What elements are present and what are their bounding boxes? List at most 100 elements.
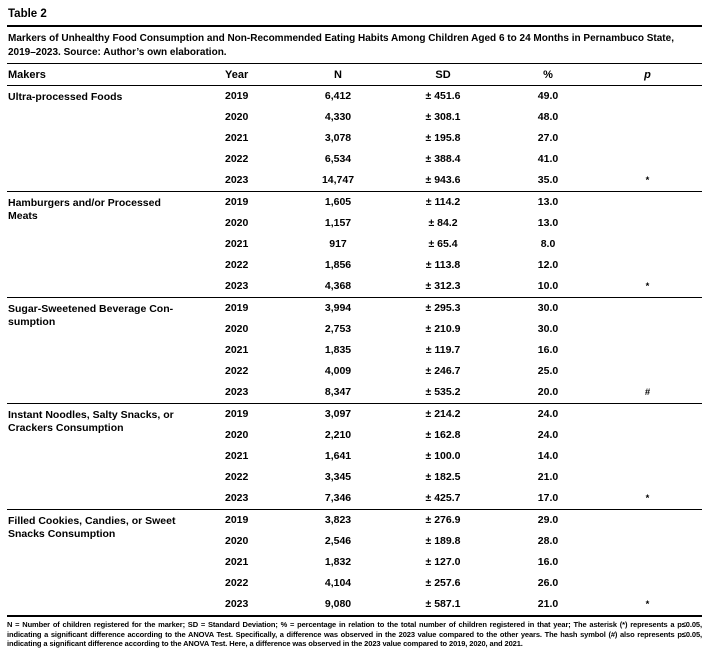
- marker-name: Filled Cookies, Candies, or Sweet Snacks…: [8, 515, 176, 540]
- cell-year: 2021: [225, 450, 249, 462]
- table-row: Filled Cookies, Candies, or Sweet Snacks…: [7, 510, 702, 540]
- cell-year: 2019: [225, 408, 249, 420]
- cell-year: 2019: [225, 90, 249, 102]
- table-row: 2021 917 ± 65.4 8.0: [7, 234, 702, 255]
- cell-n: 2,210: [324, 429, 352, 441]
- cell-pct: 49.0: [537, 90, 559, 102]
- cell-p: [583, 86, 702, 108]
- table-row: 2020 2,210 ± 162.8 24.0: [7, 425, 702, 446]
- table-row: 2023 8,347 ± 535.2 20.0 #: [7, 382, 702, 404]
- cell-sd: ± 113.8: [425, 259, 461, 271]
- marker-section: Ultra-processed Foods 2019 6,412 ± 451.6 49.…: [7, 85, 702, 192]
- cell-p: #: [644, 387, 651, 398]
- table-row: 2022 6,534 ± 388.4 41.0: [7, 149, 702, 170]
- cell-year: 2023: [225, 492, 249, 504]
- cell-sd: ± 587.1: [425, 598, 461, 610]
- cell-year: 2023: [225, 386, 249, 398]
- cell-p: [583, 234, 702, 255]
- cell-sd: ± 451.6: [425, 90, 461, 102]
- cell-year: 2019: [225, 302, 249, 314]
- cell-n: 4,009: [324, 365, 352, 377]
- cell-p: [583, 255, 702, 276]
- marker-name: Sugar-Sweetened Beverage Con- sumption: [8, 303, 174, 328]
- marker-name: Hamburgers and/or Processed Meats: [8, 197, 161, 222]
- cell-year: 2023: [225, 174, 249, 186]
- cell-pct: 48.0: [537, 111, 559, 123]
- table-row: 2023 4,368 ± 312.3 10.0 *: [7, 276, 702, 298]
- cell-sd: ± 114.2: [425, 196, 461, 208]
- cell-pct: 14.0: [537, 450, 559, 462]
- marker-section: Filled Cookies, Candies, or Sweet Snacks…: [7, 509, 702, 617]
- cell-sd: ± 312.3: [425, 280, 461, 292]
- cell-pct: 13.0: [537, 196, 559, 208]
- cell-pct: 30.0: [537, 302, 559, 314]
- cell-year: 2021: [225, 556, 249, 568]
- cell-pct: 41.0: [537, 153, 559, 165]
- table-row: 2023 7,346 ± 425.7 17.0 *: [7, 488, 702, 510]
- cell-sd: ± 214.2: [425, 408, 461, 420]
- cell-year: 2020: [225, 323, 249, 335]
- table-row: 2021 1,835 ± 119.7 16.0: [7, 340, 702, 361]
- table-label: Table 2: [7, 5, 702, 27]
- cell-n: 917: [329, 238, 347, 250]
- cell-n: 7,346: [324, 492, 352, 504]
- cell-pct: 28.0: [537, 535, 559, 547]
- cell-pct: 24.0: [537, 408, 559, 420]
- column-header-year: Year: [223, 64, 303, 86]
- table-row: 2022 3,345 ± 182.5 21.0: [7, 467, 702, 488]
- cell-year: 2020: [225, 429, 249, 441]
- cell-n: 3,078: [324, 132, 352, 144]
- cell-year: 2023: [225, 598, 249, 610]
- table-row: Sugar-Sweetened Beverage Con- sumption 20…: [7, 298, 702, 328]
- cell-sd: ± 162.8: [425, 429, 461, 441]
- cell-n: 6,412: [324, 90, 352, 102]
- cell-p: [583, 425, 702, 446]
- cell-sd: ± 388.4: [425, 153, 461, 165]
- cell-year: 2020: [225, 217, 249, 229]
- cell-n: 3,994: [324, 302, 352, 314]
- cell-sd: ± 65.4: [428, 238, 458, 250]
- cell-n: 8,347: [324, 386, 352, 398]
- cell-sd: ± 189.8: [425, 535, 461, 547]
- data-table: Makers Year N SD % p Ultra-processed Foo…: [7, 64, 702, 617]
- table-row: 2020 1,157 ± 84.2 13.0: [7, 213, 702, 234]
- table-row: Ultra-processed Foods 2019 6,412 ± 451.6 49.…: [7, 86, 702, 108]
- cell-p: [583, 446, 702, 467]
- cell-pct: 35.0: [537, 174, 559, 186]
- cell-p: [583, 107, 702, 128]
- table-row: 2020 4,330 ± 308.1 48.0: [7, 107, 702, 128]
- cell-n: 1,832: [324, 556, 352, 568]
- table-row: 2021 1,832 ± 127.0 16.0: [7, 552, 702, 573]
- cell-year: 2020: [225, 535, 249, 547]
- marker-section: Hamburgers and/or Processed Meats 2019 1,6…: [7, 191, 702, 298]
- cell-pct: 16.0: [537, 344, 559, 356]
- cell-n: 14,747: [321, 174, 355, 186]
- cell-p: [583, 192, 702, 214]
- cell-n: 4,368: [324, 280, 352, 292]
- cell-n: 1,605: [324, 196, 352, 208]
- cell-year: 2021: [225, 238, 249, 250]
- cell-pct: 20.0: [537, 386, 559, 398]
- cell-n: 3,097: [324, 408, 352, 420]
- cell-pct: 21.0: [537, 471, 559, 483]
- cell-pct: 30.0: [537, 323, 559, 335]
- cell-pct: 17.0: [537, 492, 559, 504]
- cell-sd: ± 425.7: [425, 492, 461, 504]
- cell-p: [583, 404, 702, 426]
- cell-n: 3,823: [324, 514, 352, 526]
- column-header-pct: %: [513, 64, 583, 86]
- column-header-sd: SD: [373, 64, 513, 86]
- cell-n: 3,345: [324, 471, 352, 483]
- cell-p: [583, 361, 702, 382]
- table-row: 2023 14,747 ± 943.6 35.0 *: [7, 170, 702, 192]
- marker-section: Instant Noodles, Salty Snacks, or Cracke…: [7, 403, 702, 510]
- cell-year: 2022: [225, 153, 249, 165]
- cell-p: [583, 531, 702, 552]
- cell-year: 2021: [225, 132, 249, 144]
- cell-year: 2021: [225, 344, 249, 356]
- cell-p: *: [645, 599, 650, 610]
- cell-sd: ± 943.6: [425, 174, 461, 186]
- table-row: Hamburgers and/or Processed Meats 2019 1,6…: [7, 192, 702, 222]
- table-row: 2022 4,009 ± 246.7 25.0: [7, 361, 702, 382]
- table-row: Instant Noodles, Salty Snacks, or Cracke…: [7, 404, 702, 434]
